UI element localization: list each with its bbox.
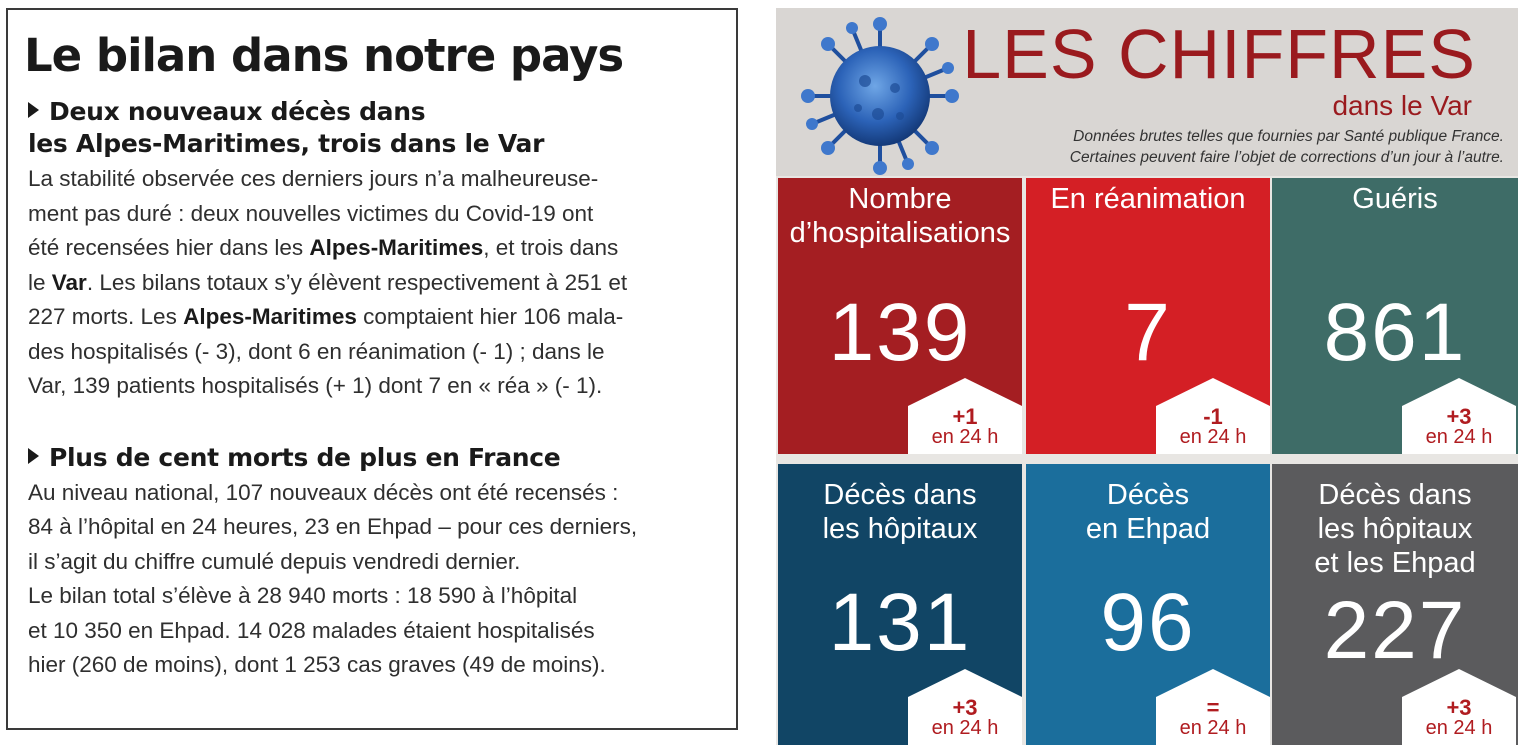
tile-gueris: Guéris 861 +3 en 24 h [1272,178,1518,454]
tile-value: 131 [828,577,972,668]
delta-unit: en 24 h [1425,717,1493,739]
infographic-subtitle: dans le Var [1332,90,1472,121]
tile-deces-hopitaux: Décès dans les hôpitaux 131 +3 en 24 h [778,464,1022,745]
delta-value: -1 [1203,404,1223,429]
delta-value: +1 [952,404,978,429]
tile-label: Nombre d’hospitalisations [789,183,1011,249]
delta-badge: -1 en 24 h [1156,378,1270,454]
tile-value: 96 [1100,577,1196,668]
section-alpes-var: Deux nouveaux décès dans les Alpes-Marit… [28,96,722,404]
section1-body: La stabilité observée ces derniers jours… [28,166,628,398]
delta-unit: en 24 h [1179,717,1247,739]
tile-label: Décès dans les hôpitaux [822,479,978,545]
tile-value: 227 [1323,585,1467,676]
tile-label: Décès dans les hôpitaux et les Ehpad [1314,479,1476,579]
triangle-bullet-icon [28,447,39,464]
delta-value: +3 [952,695,978,720]
tile-label: En réanimation [1050,183,1246,215]
delta-unit: en 24 h [1425,426,1493,448]
tile-hospitalisations: Nombre d’hospitalisations 139 +1 en 24 h [778,178,1022,454]
section1-heading: Deux nouveaux décès dans les Alpes-Marit… [28,97,545,158]
delta-value: +3 [1446,404,1472,429]
tile-deces-total: Décès dans les hôpitaux et les Ehpad 227 +… [1272,464,1518,745]
tile-value: 139 [828,287,972,378]
infographic-title: LES CHIFFRES [962,15,1476,93]
tile-label: Décès en Ehpad [1085,479,1211,545]
coronavirus-icon [801,17,959,175]
tile-value: 861 [1323,287,1467,378]
triangle-bullet-icon [28,102,39,118]
section2-body: Au niveau national, 107 nouveaux décès o… [28,479,638,678]
section2-heading: Plus de cent morts de plus en France [28,442,722,474]
delta-badge: +3 en 24 h [1402,378,1516,454]
delta-badge: +1 en 24 h [908,378,1022,454]
tile-deces-ehpad: Décès en Ehpad 96 = en 24 h [1026,464,1270,745]
article-title: Le bilan dans notre pays [24,29,624,82]
delta-unit: en 24 h [931,717,999,739]
tile-value: 7 [1124,287,1172,378]
tile-label: Guéris [1352,183,1438,215]
article-box: Le bilan dans notre pays Deux nouveaux d… [6,8,738,730]
tile-reanimation: En réanimation 7 -1 en 24 h [1026,178,1270,454]
delta-value: +3 [1446,695,1472,720]
delta-badge: = en 24 h [1156,669,1270,745]
delta-badge: +3 en 24 h [1402,669,1516,745]
source-note: Données brutes telles que fournies par S… [1069,128,1504,166]
infographic-header: LES CHIFFRES dans le Var Données brutes … [776,8,1518,176]
delta-unit: en 24 h [931,426,999,448]
delta-badge: +3 en 24 h [908,669,1022,745]
delta-unit: en 24 h [1179,426,1247,448]
section-france: Plus de cent morts de plus en France Au … [28,442,722,683]
infographic-panel: LES CHIFFRES dans le Var Données brutes … [776,8,1518,745]
delta-value: = [1206,695,1220,720]
